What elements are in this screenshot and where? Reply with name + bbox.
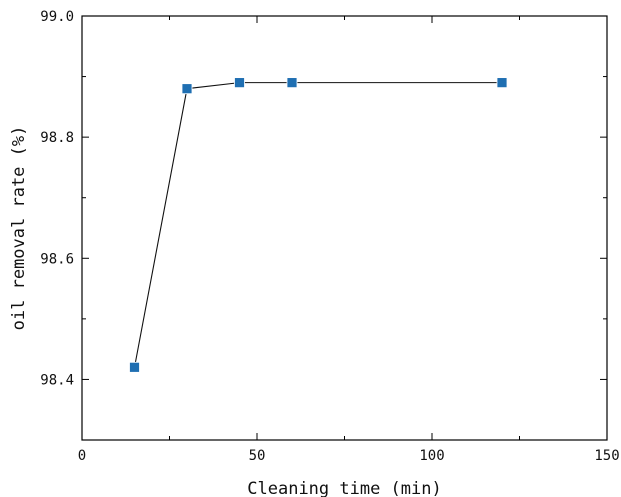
x-tick-label: 0 bbox=[78, 448, 86, 464]
data-point-marker bbox=[129, 361, 140, 373]
y-tick-label: 98.6 bbox=[40, 251, 74, 267]
y-tick-label: 98.4 bbox=[40, 372, 74, 388]
x-axis-label: Cleaning time (min) bbox=[247, 479, 441, 497]
x-axis-ticks: 0 50 100 150 bbox=[78, 16, 620, 464]
x-tick-label: 50 bbox=[249, 448, 266, 464]
x-tick-label: 100 bbox=[419, 448, 444, 464]
series-line bbox=[133, 82, 502, 368]
y-tick-label: 98.8 bbox=[40, 130, 74, 146]
x-tick-label: 150 bbox=[594, 448, 619, 464]
y-axis-ticks: 98.4 98.6 98.8 99.0 bbox=[40, 9, 607, 441]
data-point-marker bbox=[181, 83, 193, 95]
data-point-marker bbox=[234, 77, 245, 89]
y-axis-label: oil removal rate (%) bbox=[9, 126, 29, 331]
data-point-marker bbox=[286, 77, 298, 89]
series-group bbox=[129, 77, 508, 373]
y-tick-label: 99.0 bbox=[40, 9, 74, 25]
data-point-marker bbox=[496, 77, 508, 89]
